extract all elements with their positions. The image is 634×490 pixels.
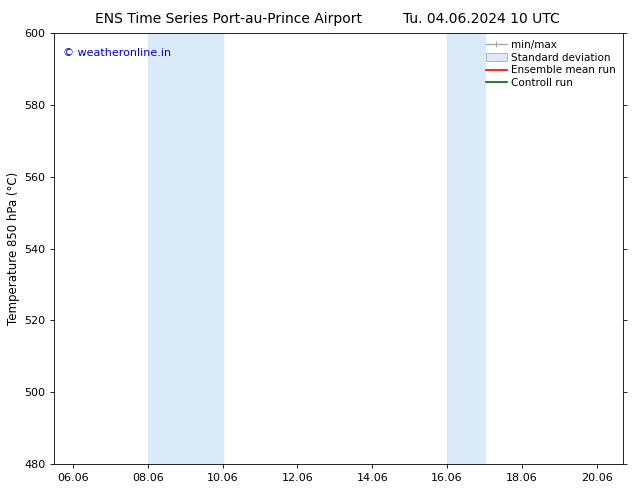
Bar xyxy=(447,33,484,464)
Text: © weatheronline.in: © weatheronline.in xyxy=(63,48,171,58)
Text: Tu. 04.06.2024 10 UTC: Tu. 04.06.2024 10 UTC xyxy=(403,12,560,26)
Text: ENS Time Series Port-au-Prince Airport: ENS Time Series Port-au-Prince Airport xyxy=(94,12,362,26)
Y-axis label: Temperature 850 hPa (°C): Temperature 850 hPa (°C) xyxy=(7,172,20,325)
Bar xyxy=(148,33,223,464)
Legend: min/max, Standard deviation, Ensemble mean run, Controll run: min/max, Standard deviation, Ensemble me… xyxy=(484,38,618,90)
